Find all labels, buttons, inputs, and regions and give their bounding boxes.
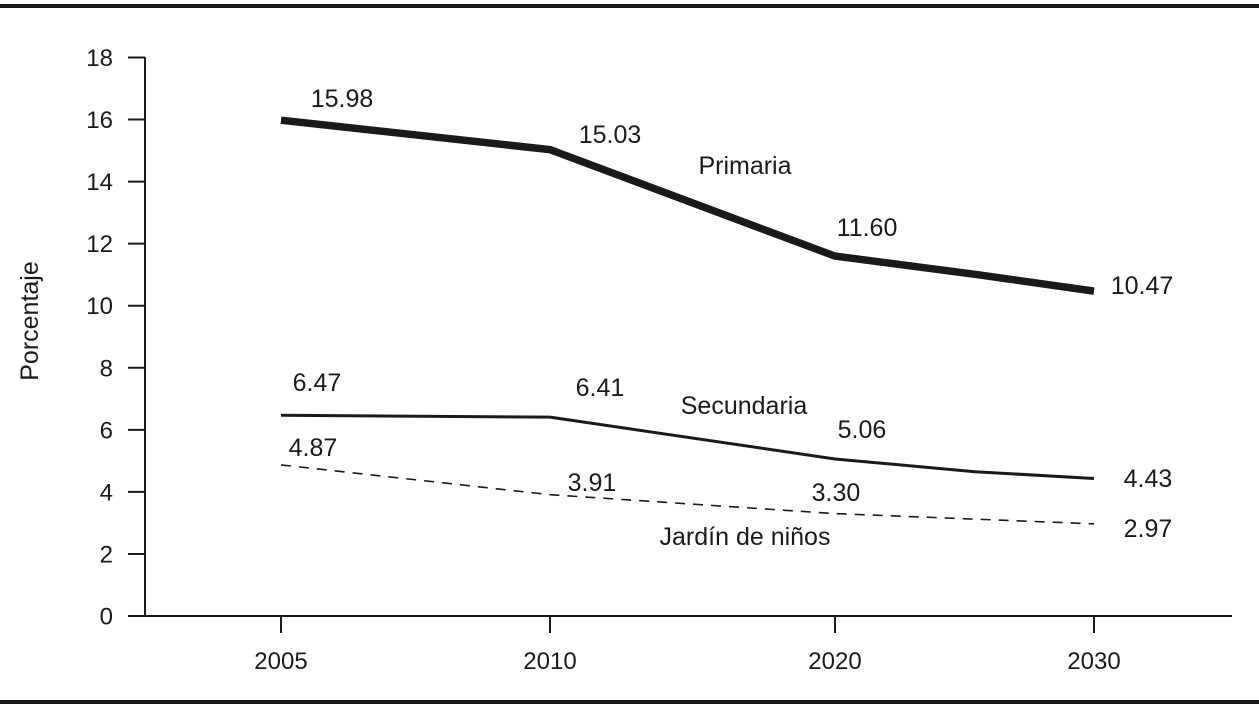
series-names: Primaria Secundaria Jardín de niños [660, 152, 831, 551]
y-tick-label: 8 [100, 355, 113, 382]
x-tick-label: 2030 [1067, 648, 1120, 675]
y-tick-label: 18 [86, 45, 113, 72]
y-tick-label: 6 [100, 417, 113, 444]
y-tick-label: 10 [86, 293, 113, 320]
data-label: 10.47 [1111, 272, 1174, 300]
series-name-label: Secundaria [681, 392, 808, 420]
series-name-label: Jardín de niños [660, 523, 831, 551]
data-label: 11.60 [837, 214, 898, 242]
data-label: 6.47 [293, 369, 342, 397]
series-line-jard-n-de-ni-os [280, 464, 1095, 525]
data-labels: 15.98 15.03 11.60 10.47 6.47 6.41 5.06 4.43 4.87… [289, 85, 1174, 543]
data-label: 6.41 [576, 374, 625, 402]
data-label: 3.91 [568, 469, 617, 497]
x-tick-label: 2010 [523, 648, 576, 675]
data-label: 15.98 [311, 85, 374, 113]
data-label: 4.43 [1124, 465, 1173, 493]
y-tick-label: 12 [86, 231, 113, 258]
y-tick-label: 16 [86, 107, 113, 134]
data-label: 5.06 [838, 416, 887, 444]
y-tick-label: 14 [86, 169, 113, 196]
x-ticks: 2005 2010 2020 2030 [254, 616, 1121, 675]
series-lines [280, 116, 1095, 525]
series-line-secundaria [280, 413, 1095, 481]
data-label: 3.30 [812, 479, 861, 507]
x-tick-label: 2005 [254, 648, 307, 675]
y-tick-label: 2 [100, 541, 113, 568]
x-tick-label: 2020 [808, 648, 861, 675]
y-ticks: 0 2 4 6 8 10 12 14 16 18 [86, 45, 145, 631]
y-tick-label: 4 [100, 479, 113, 506]
y-tick-label: 0 [100, 604, 113, 631]
data-label: 2.97 [1124, 515, 1173, 543]
series-name-label: Primaria [698, 152, 791, 180]
y-axis-title: Porcentaje [16, 261, 44, 381]
series-line-primaria [280, 116, 1095, 295]
data-label: 4.87 [289, 434, 338, 462]
data-label: 15.03 [579, 121, 642, 149]
